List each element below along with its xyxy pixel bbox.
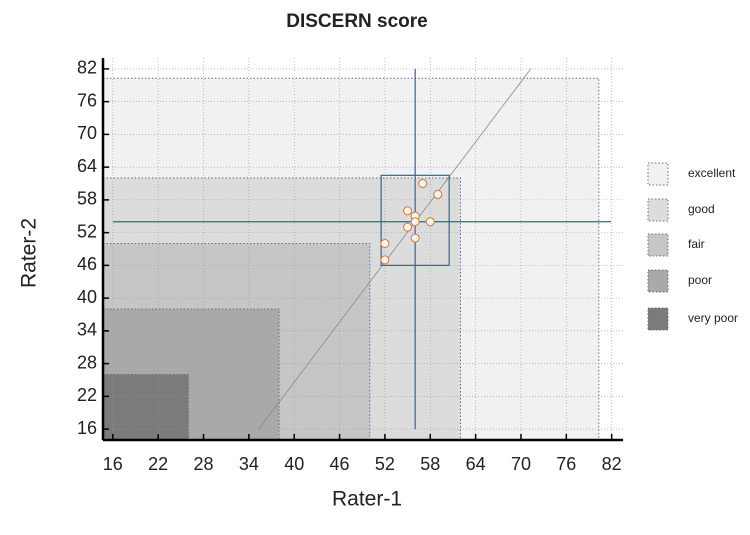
range-box bbox=[380, 174, 450, 266]
y-tick-label: 70 bbox=[77, 123, 97, 143]
data-point bbox=[410, 233, 420, 243]
x-tick-label: 16 bbox=[103, 454, 123, 474]
y-tick-label: 22 bbox=[77, 385, 97, 405]
y-tick-label: 76 bbox=[77, 90, 97, 110]
y-tick-label: 52 bbox=[77, 221, 97, 241]
legend-label: poor bbox=[688, 273, 712, 287]
legend-swatch bbox=[647, 307, 669, 331]
data-point bbox=[433, 189, 443, 199]
legend-label: good bbox=[688, 202, 715, 216]
data-point bbox=[403, 222, 413, 232]
x-tick-label: 46 bbox=[330, 454, 350, 474]
y-tick-label: 58 bbox=[77, 189, 97, 209]
legend-swatch bbox=[647, 198, 669, 222]
x-tick-label: 58 bbox=[420, 454, 440, 474]
y-tick-label: 82 bbox=[77, 58, 97, 78]
data-point bbox=[380, 239, 390, 249]
x-tick-label: 76 bbox=[556, 454, 576, 474]
y-axis-label: Rater-2 bbox=[18, 218, 41, 288]
y-tick-label: 46 bbox=[77, 254, 97, 274]
legend-swatch bbox=[647, 162, 669, 186]
data-point bbox=[403, 206, 413, 216]
x-tick-label: 22 bbox=[148, 454, 168, 474]
y-tick-label: 40 bbox=[77, 287, 97, 307]
x-tick-label: 28 bbox=[194, 454, 214, 474]
x-tick-label: 64 bbox=[466, 454, 486, 474]
data-point bbox=[410, 217, 420, 227]
data-point bbox=[418, 179, 428, 189]
x-tick-label: 70 bbox=[511, 454, 531, 474]
y-tick-label: 64 bbox=[77, 156, 97, 176]
fit-line bbox=[258, 68, 532, 430]
x-tick-label: 52 bbox=[375, 454, 395, 474]
legend-swatch bbox=[647, 269, 669, 293]
legend-label: fair bbox=[688, 237, 705, 251]
x-tick-label: 82 bbox=[602, 454, 622, 474]
legend-swatch bbox=[647, 233, 669, 257]
x-tick-label: 34 bbox=[239, 454, 259, 474]
score-region bbox=[102, 374, 189, 441]
legend-label: excellent bbox=[688, 166, 736, 180]
x-tick-label: 40 bbox=[284, 454, 304, 474]
data-point bbox=[380, 255, 390, 265]
y-tick-label: 16 bbox=[77, 418, 97, 438]
y-tick-label: 34 bbox=[77, 320, 97, 340]
data-point bbox=[425, 217, 435, 227]
legend-label: very poor bbox=[688, 311, 738, 325]
x-axis-label: Rater-1 bbox=[332, 488, 402, 511]
chart-title: DISCERN score bbox=[286, 11, 428, 32]
y-tick-label: 28 bbox=[77, 352, 97, 372]
